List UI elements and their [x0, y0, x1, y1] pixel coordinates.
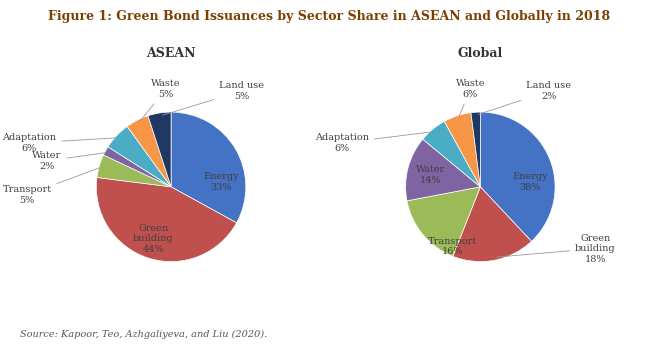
Text: Water
14%: Water 14%	[416, 165, 445, 184]
Text: Source: Kapoor, Teo, Azhgaliyeva, and Liu (2020).: Source: Kapoor, Teo, Azhgaliyeva, and Li…	[20, 330, 267, 339]
Wedge shape	[480, 112, 555, 241]
Text: Adaptation
6%: Adaptation 6%	[315, 132, 432, 153]
Wedge shape	[103, 147, 171, 187]
Text: Transport
5%: Transport 5%	[3, 168, 99, 204]
Wedge shape	[148, 112, 171, 187]
Wedge shape	[407, 187, 480, 256]
Wedge shape	[127, 116, 171, 187]
Wedge shape	[108, 126, 171, 187]
Text: Green
building
18%: Green building 18%	[497, 234, 616, 264]
Text: Green
building
44%: Green building 44%	[133, 224, 174, 254]
Wedge shape	[444, 113, 480, 187]
Text: Waste
5%: Waste 5%	[140, 80, 181, 121]
Text: Waste
6%: Waste 6%	[455, 80, 485, 116]
Wedge shape	[96, 177, 237, 262]
Wedge shape	[97, 155, 171, 187]
Wedge shape	[453, 187, 532, 262]
Text: Land use
2%: Land use 2%	[478, 81, 571, 115]
Text: Transport
16%: Transport 16%	[428, 237, 477, 256]
Text: Figure 1: Green Bond Issuances by Sector Share in ASEAN and Globally in 2018: Figure 1: Green Bond Issuances by Sector…	[48, 10, 610, 24]
Text: Energy
38%: Energy 38%	[512, 172, 548, 192]
Text: Water
2%: Water 2%	[32, 151, 105, 171]
Text: Energy
33%: Energy 33%	[203, 172, 239, 192]
Wedge shape	[171, 112, 246, 223]
Wedge shape	[422, 121, 480, 187]
Wedge shape	[471, 112, 480, 187]
Wedge shape	[405, 139, 480, 201]
Text: Adaptation
6%: Adaptation 6%	[3, 133, 116, 153]
Text: Land use
5%: Land use 5%	[163, 81, 264, 115]
Title: Global: Global	[458, 47, 503, 60]
Title: ASEAN: ASEAN	[146, 47, 196, 60]
